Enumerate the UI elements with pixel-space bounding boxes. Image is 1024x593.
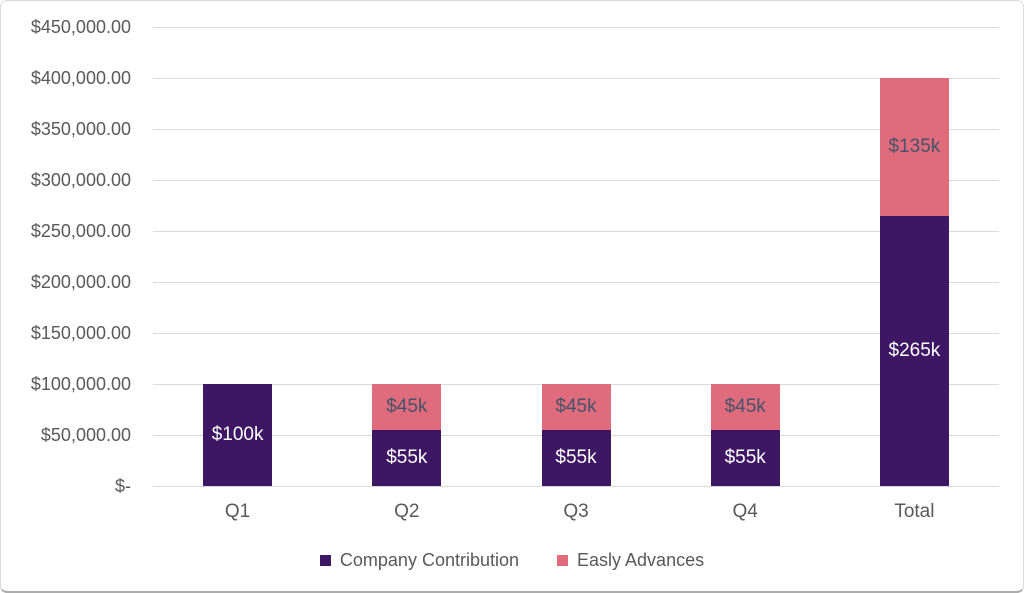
bar-segment: $100k — [203, 384, 273, 486]
bar-data-label: $55k — [555, 446, 597, 468]
gridline — [153, 282, 999, 283]
legend-item: Easly Advances — [557, 549, 704, 571]
bar-data-label: $100k — [211, 424, 264, 445]
y-tick-label: $100,000.00 — [30, 374, 131, 394]
x-category-label: Q1 — [224, 501, 251, 522]
bar-segment: $55k — [372, 429, 442, 486]
x-category-label: Q2 — [394, 501, 420, 522]
y-tick-label: $- — [114, 476, 131, 496]
bar-segment: $45k — [541, 384, 611, 430]
legend-label: Company Contribution — [339, 550, 520, 570]
y-tick-label: $400,000.00 — [30, 68, 131, 88]
y-tick-label: $50,000.00 — [40, 425, 131, 445]
bar-segment: $265k — [879, 215, 949, 486]
y-tick-label: $450,000.00 — [30, 17, 131, 37]
y-tick-label: $300,000.00 — [30, 170, 131, 190]
gridline — [153, 27, 999, 28]
x-category-label: Total — [894, 501, 935, 522]
bar-data-label: $45k — [555, 395, 597, 417]
bar-segment: $45k — [710, 384, 780, 430]
legend-item: Company Contribution — [319, 549, 520, 571]
y-tick-label: $150,000.00 — [30, 323, 131, 343]
bar-data-label: $135k — [888, 135, 941, 157]
bar-segment: $135k — [879, 78, 949, 216]
x-category-label: Q4 — [732, 501, 758, 522]
bar-data-label: $45k — [386, 395, 428, 417]
y-tick-label: $250,000.00 — [30, 221, 131, 241]
legend-label: Easly Advances — [577, 550, 705, 570]
legend-swatch — [557, 554, 569, 566]
legend-swatch — [319, 554, 331, 566]
gridline — [153, 486, 999, 487]
y-tick-label: $350,000.00 — [30, 119, 131, 139]
bar-data-label: $265k — [888, 339, 941, 361]
gridline — [153, 129, 999, 130]
gridline — [153, 180, 999, 181]
bar-segment: $55k — [541, 429, 611, 486]
gridline — [153, 231, 999, 232]
gridline — [153, 78, 999, 79]
x-category-label: Q3 — [563, 501, 589, 522]
legend: Company Contribution Easly Advances — [1, 548, 1023, 572]
bar-data-label: $45k — [724, 395, 766, 417]
bar-segment: $55k — [710, 429, 780, 486]
y-tick-label: $200,000.00 — [30, 272, 131, 292]
gridline — [153, 333, 999, 334]
bar-data-label: $55k — [724, 446, 766, 468]
bar-data-label: $55k — [386, 446, 428, 468]
bar-segment: $45k — [372, 384, 442, 430]
